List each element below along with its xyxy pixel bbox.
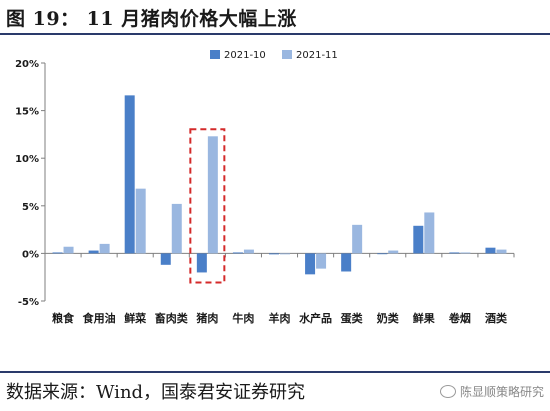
bar-series-1 <box>196 253 207 273</box>
x-tick-label: 奶类 <box>377 311 400 325</box>
highlight-box <box>189 128 226 284</box>
bar-series-1 <box>341 253 352 272</box>
chart: -5% 0% 5% 10% 15% 20% 粮食 食用油 鲜菜 畜肉类 猪肉 牛肉 羊肉 水产品 蛋类 奶类鲜… <box>15 50 515 325</box>
y-tick-label: -5% <box>18 297 39 308</box>
bar-series-2 <box>243 249 254 254</box>
bar-series-2 <box>280 253 290 255</box>
bar-series-2 <box>388 250 399 254</box>
wechat-icon <box>439 385 456 398</box>
source-note: 数据来源：Wind，国泰君安证券研究 <box>6 382 306 403</box>
legend-label: 2021-10 <box>224 50 266 61</box>
bar-series-1 <box>449 252 460 254</box>
bar-series-1 <box>413 225 424 254</box>
legend-label: 2021-11 <box>296 50 338 61</box>
y-tick-label: 0% <box>22 249 39 260</box>
bar-series-2 <box>496 249 507 254</box>
bar-series-2 <box>352 224 363 254</box>
bar-series-2 <box>63 246 74 254</box>
bar-series-2 <box>424 212 435 254</box>
bar-series-1 <box>377 253 388 255</box>
bar-series-2 <box>460 252 471 254</box>
footer-divider <box>0 371 550 373</box>
bar-series-1 <box>124 95 135 254</box>
watermark-text: 陈显顺策略研究 <box>459 385 544 399</box>
y-tick-label: 15% <box>15 107 39 118</box>
bar-series-1 <box>160 253 171 265</box>
x-tick-label: 牛肉 <box>232 311 254 325</box>
x-tick-label: 鲜菜 <box>124 311 147 325</box>
bar-series-1 <box>52 252 63 254</box>
x-tick-label: 鲜果 <box>413 311 435 325</box>
bar-series-1 <box>88 250 99 254</box>
bar-series-2 <box>171 203 182 254</box>
x-tick-label: 食用油 <box>83 311 116 325</box>
x-tick-label: 水产品 <box>299 311 332 325</box>
x-tick-label: 蛋类 <box>341 311 364 325</box>
x-tick-label: 猪肉 <box>195 311 218 325</box>
bar-series-1 <box>232 252 243 254</box>
watermark: 陈显顺策略研究 <box>439 383 544 400</box>
bar-series-1 <box>305 253 316 275</box>
bar-series-2 <box>99 243 110 254</box>
y-tick-label: 20% <box>15 59 39 70</box>
title-bar: 图 19： 11 月猪肉价格大幅上涨 <box>0 0 550 35</box>
x-tick-label: 畜肉类 <box>155 311 189 325</box>
figure-title: 图 19： 11 月猪肉价格大幅上涨 <box>6 8 297 30</box>
bar-series-2 <box>135 188 146 254</box>
legend-swatch <box>210 50 220 59</box>
bar-series-2 <box>207 136 218 254</box>
bar-series-1 <box>269 253 279 255</box>
bar-series-1 <box>485 247 496 254</box>
y-tick-label: 10% <box>15 154 39 165</box>
x-tick-label: 粮食 <box>52 311 75 325</box>
bar-series-2 <box>316 253 327 269</box>
legend-swatch <box>282 50 292 59</box>
x-tick-label: 羊肉 <box>269 311 291 325</box>
x-tick-label: 酒类 <box>485 311 508 325</box>
x-tick-label: 卷烟 <box>448 311 471 325</box>
y-tick-label: 5% <box>22 202 39 213</box>
